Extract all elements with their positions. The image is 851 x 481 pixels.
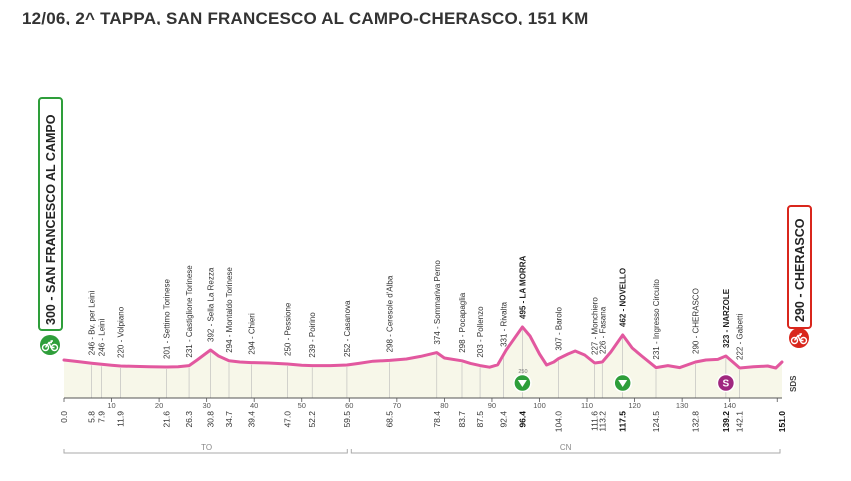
km-label: 142.1 <box>735 411 745 433</box>
km-label: 47.0 <box>283 411 293 428</box>
sprint-marker <box>716 373 736 393</box>
km-label: 96.4 <box>517 411 527 428</box>
stage-title: 12/06, 2^ TAPPA, SAN FRANCESCO AL CAMPO-… <box>22 9 589 28</box>
km-label: 124.5 <box>651 411 661 433</box>
sprint-marker-label: S <box>723 379 730 390</box>
x-tick-label: 110 <box>581 401 593 410</box>
finish-sign-label: 290 - CHERASCO <box>793 218 807 322</box>
place-label: 231 - Castiglione Torinese <box>185 265 194 358</box>
km-label: 5.8 <box>87 411 97 423</box>
province-label: TO <box>201 443 212 452</box>
place-label: 231 - Ingresso Circuito <box>652 279 661 360</box>
km-label: 59.5 <box>342 411 352 428</box>
km-label: 111.6 <box>590 411 600 431</box>
place-label: 252 - Casanova <box>343 300 352 357</box>
km-label: 52.2 <box>307 411 317 428</box>
triangle-down-icon <box>618 380 628 387</box>
km-labels: 0.0 5.8 7.9 11.9 21.6 26.3 30.8 34.7 39.4 47.0 52.… <box>59 411 787 433</box>
place-label: 246 - Bv. per Leinì <box>88 290 97 355</box>
x-tick-label: 100 <box>533 401 546 410</box>
sds-watermark: SDS <box>789 375 798 392</box>
start-sign: 300 - SAN FRANCESCO AL CAMPO <box>38 97 63 355</box>
finish-sign: 290 - CHERASCO <box>787 205 812 348</box>
place-label: 239 - Poirino <box>308 312 317 358</box>
place-label: 323 - NARZOLE <box>722 288 731 348</box>
triangle-down-icon <box>517 380 527 387</box>
province-label: CN <box>560 443 572 452</box>
x-tick-label: 40 <box>250 401 258 410</box>
place-label: 250 - Pessione <box>284 302 293 356</box>
x-tick-label: 140 <box>723 401 736 410</box>
place-label: 246 - Leinì <box>98 318 107 356</box>
x-tick-label: 80 <box>440 401 448 410</box>
km-label: 139.2 <box>721 411 731 433</box>
place-label: 222 - Gabetti <box>736 314 745 360</box>
place-label: 227 - Monchiero <box>591 297 600 355</box>
province-bracket <box>350 449 781 454</box>
province-bracket <box>63 449 348 454</box>
x-tick-label: 30 <box>202 401 210 410</box>
place-labels: 246 - Bv. per Leinì 246 - Leinì 220 - Volp… <box>88 256 745 360</box>
x-axis: 10 20 30 40 50 60 70 80 90 100 110 120 130 140 250 <box>63 369 782 410</box>
place-label: 495 - LA MORRA <box>518 256 527 319</box>
start-sign-label: 300 - SAN FRANCESCO AL CAMPO <box>44 114 58 325</box>
x-tick-label: 50 <box>298 401 306 410</box>
place-leader-lines <box>91 329 740 398</box>
place-label: 290 - CHERASCO <box>692 288 701 354</box>
place-label: 294 - Chieri <box>247 313 256 355</box>
profile-line <box>62 325 784 370</box>
bicycle-icon <box>790 333 808 345</box>
km-label: 30.8 <box>206 411 216 428</box>
x-tick-label: 90 <box>488 401 496 410</box>
km-label: 34.7 <box>224 411 234 428</box>
x-tick-label: 70 <box>393 401 401 410</box>
km-label: 11.9 <box>116 411 126 427</box>
place-label: 392 - Sella La Rezza <box>207 267 216 342</box>
x-tick-label: 10 <box>107 401 115 410</box>
km-label: 104.0 <box>554 411 564 433</box>
km-label: 113.2 <box>597 411 607 432</box>
km-label: 117.5 <box>618 411 628 432</box>
km-label: 0.0 <box>59 411 69 423</box>
km-label: 87.5 <box>475 411 485 428</box>
km-label: 92.4 <box>498 411 508 428</box>
altitude-scale-label: 250 <box>518 369 527 375</box>
climb-markers: S <box>513 373 736 393</box>
x-tick-label: 20 <box>155 401 163 410</box>
province-bar: TO CN <box>63 443 781 454</box>
place-label: 226 - Fasana <box>598 306 607 354</box>
profile-line-layer <box>62 325 784 370</box>
km-label: 151.0 <box>777 411 787 433</box>
place-label: 203 - Pollenzo <box>476 306 485 358</box>
place-label: 462 - NOVELLO <box>619 268 628 327</box>
x-tick-label: 130 <box>676 401 689 410</box>
place-label: 220 - Volpiano <box>117 306 126 358</box>
place-label: 201 - Settimo Torinese <box>163 279 172 359</box>
km-label: 78.4 <box>432 411 442 428</box>
place-label: 374 - Sommariva Perno <box>433 260 442 345</box>
km-label: 68.5 <box>385 411 395 428</box>
x-tick-label: 120 <box>628 401 641 410</box>
place-label: 298 - Ceresole d'Alba <box>386 275 395 352</box>
place-label: 331 - Rivalta <box>499 301 508 346</box>
place-label: 294 - Montaldo Torinese <box>225 267 234 353</box>
km-label: 26.3 <box>184 411 194 428</box>
km-label: 7.9 <box>97 411 107 423</box>
bicycle-icon <box>41 340 59 352</box>
km-label: 83.7 <box>457 411 467 428</box>
x-tick-label: 60 <box>345 401 353 410</box>
place-label: 307 - Barolo <box>555 306 564 350</box>
km-label: 21.6 <box>162 411 172 428</box>
km-label: 132.8 <box>691 411 701 433</box>
place-label: 298 - Pocapaglia <box>458 292 467 353</box>
km-label: 39.4 <box>246 411 256 428</box>
